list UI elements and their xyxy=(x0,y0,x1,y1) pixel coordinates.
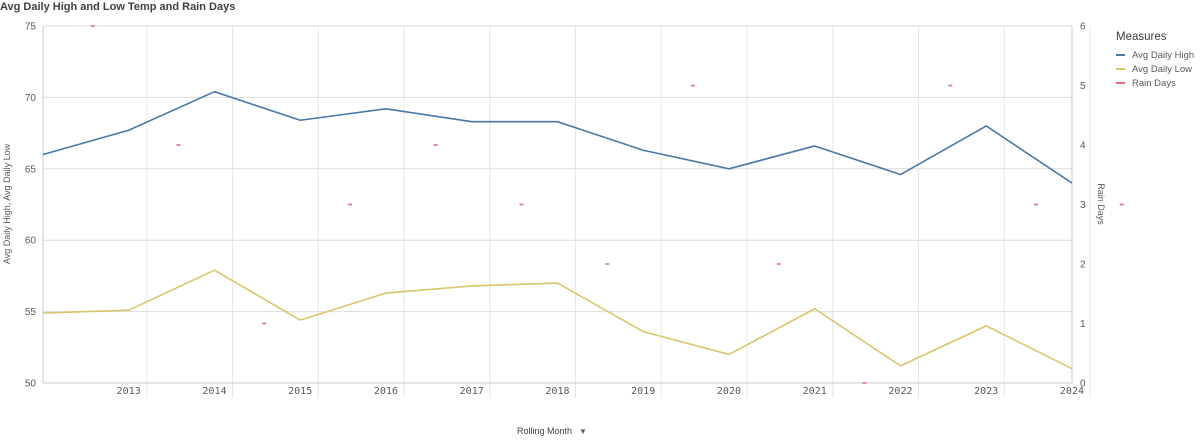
y-tick-label-right: 5 xyxy=(1080,81,1086,92)
y-axis-right-title: Rain Days xyxy=(1096,183,1106,225)
caret-down-icon: ▼ xyxy=(579,426,587,436)
y-tick-label-left: 50 xyxy=(25,379,37,390)
legend-swatch-avg-daily-low xyxy=(1116,68,1125,70)
y-tick-label-right: 4 xyxy=(1080,141,1086,152)
x-tick-label: 2017 xyxy=(460,386,484,397)
y-tick-label-right: 0 xyxy=(1080,379,1086,390)
legend-label: Avg Daily Low xyxy=(1132,63,1193,75)
grid-lines xyxy=(43,25,1091,398)
legend-item-rain-days[interactable]: Rain Days xyxy=(1116,76,1200,90)
x-tick-label: 2014 xyxy=(202,386,226,397)
series-line-avg-daily-high[interactable] xyxy=(42,90,1073,184)
legend-item-avg-daily-high[interactable]: Avg Daily High xyxy=(1116,48,1200,62)
y-tick-label-left: 55 xyxy=(25,307,37,318)
series-line-avg-daily-low[interactable] xyxy=(42,269,1073,370)
y-tick-label-left: 65 xyxy=(25,164,37,175)
x-tick-label: 2018 xyxy=(545,386,569,397)
x-tick-label: 2023 xyxy=(974,386,998,397)
x-tick-label: 2024 xyxy=(1060,386,1084,397)
legend-label: Rain Days xyxy=(1132,77,1176,89)
legend-swatch-rain-days xyxy=(1116,82,1125,84)
y-tick-label-right: 6 xyxy=(1080,22,1086,33)
x-tick-label: 2015 xyxy=(288,386,312,397)
x-tick-label: 2019 xyxy=(631,386,655,397)
x-tick-label: 2020 xyxy=(717,386,741,397)
x-tick-label: 2022 xyxy=(888,386,912,397)
y-tick-label-left: 60 xyxy=(25,236,37,247)
x-axis-title: Rolling Month xyxy=(517,426,573,436)
legend: Measures Avg Daily High Avg Daily Low Ra… xyxy=(1116,31,1200,90)
legend-item-avg-daily-low[interactable]: Avg Daily Low xyxy=(1116,62,1200,76)
series-layer xyxy=(42,25,1124,384)
y-tick-label-right: 2 xyxy=(1080,260,1086,271)
x-tick-label: 2021 xyxy=(803,386,827,397)
chart-title: Avg Daily High and Low Temp and Rain Day… xyxy=(0,1,236,13)
y-axis-left-title: Avg Daily High, Avg Daily Low xyxy=(2,143,12,264)
legend-swatch-avg-daily-high xyxy=(1116,54,1125,56)
y-tick-label-left: 75 xyxy=(25,22,37,33)
x-tick-label: 2013 xyxy=(117,386,141,397)
x-axis-dimension-button[interactable]: Rolling Month ▼ xyxy=(517,426,587,436)
y-tick-label-right: 1 xyxy=(1080,319,1086,330)
y-tick-label-left: 70 xyxy=(25,93,37,104)
y-tick-label-right: 3 xyxy=(1080,200,1086,211)
x-tick-label: 2016 xyxy=(374,386,398,397)
axes: 50 55 60 65 70 75 0 1 2 3 4 5 6 2013 2014 2015 2016 2017 2… xyxy=(25,22,1086,398)
legend-title: Measures xyxy=(1116,31,1167,43)
legend-label: Avg Daily High xyxy=(1132,49,1195,61)
